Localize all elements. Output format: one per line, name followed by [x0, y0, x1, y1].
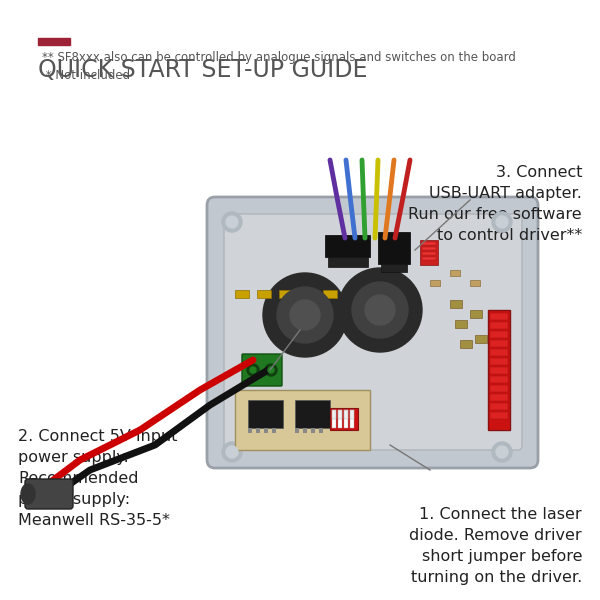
Bar — [470, 280, 480, 286]
Polygon shape — [235, 390, 370, 450]
Bar — [430, 280, 440, 286]
Bar — [248, 400, 283, 428]
Circle shape — [352, 282, 408, 338]
Bar — [344, 410, 348, 419]
Bar — [490, 403, 508, 410]
Bar — [301, 290, 315, 298]
Circle shape — [290, 300, 320, 330]
Bar — [323, 290, 337, 298]
Bar — [450, 300, 462, 308]
Bar — [332, 410, 336, 428]
Circle shape — [496, 446, 508, 458]
Bar — [460, 340, 472, 348]
Bar — [422, 257, 436, 260]
Bar — [490, 412, 508, 419]
Circle shape — [268, 367, 274, 373]
Text: 1. Connect the laser
diode. Remove driver
short jumper before
turning on the dri: 1. Connect the laser diode. Remove drive… — [409, 507, 582, 585]
Bar — [490, 322, 508, 329]
Bar — [295, 428, 299, 433]
Bar — [344, 410, 348, 428]
Text: * Not included: * Not included — [42, 69, 130, 82]
Circle shape — [250, 367, 256, 373]
Bar — [338, 410, 342, 419]
Circle shape — [247, 364, 259, 376]
Bar — [490, 313, 508, 320]
Circle shape — [492, 442, 512, 462]
Text: ** SF8xxx also can be controlled by analogue signals and switches on the board: ** SF8xxx also can be controlled by anal… — [42, 51, 516, 64]
Bar — [332, 410, 336, 419]
Bar — [488, 310, 510, 430]
Bar — [257, 290, 271, 298]
Circle shape — [496, 216, 508, 228]
Bar — [328, 257, 368, 267]
Bar — [475, 335, 487, 343]
FancyBboxPatch shape — [25, 479, 73, 509]
Bar — [311, 428, 315, 433]
Bar — [235, 290, 249, 298]
Ellipse shape — [21, 484, 35, 504]
Bar — [381, 264, 407, 272]
Circle shape — [222, 442, 242, 462]
Bar — [422, 247, 436, 250]
Bar — [470, 310, 482, 318]
Bar — [248, 428, 252, 433]
Bar — [38, 38, 70, 45]
Bar — [350, 410, 354, 428]
Bar — [490, 331, 508, 338]
Text: 3. Connect
USB-UART adapter.
Run our free software
to control driver**: 3. Connect USB-UART adapter. Run our fre… — [409, 165, 582, 243]
Bar — [338, 410, 342, 428]
Text: QUICK START SET-UP GUIDE: QUICK START SET-UP GUIDE — [38, 58, 367, 82]
FancyBboxPatch shape — [242, 354, 282, 386]
Bar — [325, 235, 370, 257]
Bar — [490, 358, 508, 365]
Circle shape — [222, 212, 242, 232]
Bar — [319, 428, 323, 433]
Bar — [490, 367, 508, 374]
Bar — [256, 428, 260, 433]
Bar — [264, 428, 268, 433]
Circle shape — [263, 273, 347, 357]
Text: 2. Connect 5V input
power supply.
Recommended
power supply:
Meanwell RS-35-5*: 2. Connect 5V input power supply. Recomm… — [18, 429, 178, 528]
Circle shape — [365, 295, 395, 325]
Circle shape — [226, 446, 238, 458]
Bar — [303, 428, 307, 433]
Bar — [490, 349, 508, 356]
Bar — [455, 320, 467, 328]
Bar — [279, 290, 293, 298]
Circle shape — [265, 364, 277, 376]
Circle shape — [338, 268, 422, 352]
Bar — [272, 428, 276, 433]
Bar — [420, 240, 438, 265]
Bar — [350, 410, 354, 419]
Bar — [450, 270, 460, 276]
Bar — [490, 385, 508, 392]
FancyBboxPatch shape — [207, 197, 538, 468]
Circle shape — [492, 212, 512, 232]
Bar — [378, 232, 410, 264]
Bar — [422, 252, 436, 255]
Circle shape — [226, 216, 238, 228]
Bar — [490, 394, 508, 401]
Bar — [295, 400, 330, 428]
Bar — [490, 376, 508, 383]
Bar — [330, 408, 358, 430]
Circle shape — [277, 287, 333, 343]
FancyBboxPatch shape — [224, 214, 522, 450]
Bar — [490, 340, 508, 347]
Bar — [422, 242, 436, 245]
